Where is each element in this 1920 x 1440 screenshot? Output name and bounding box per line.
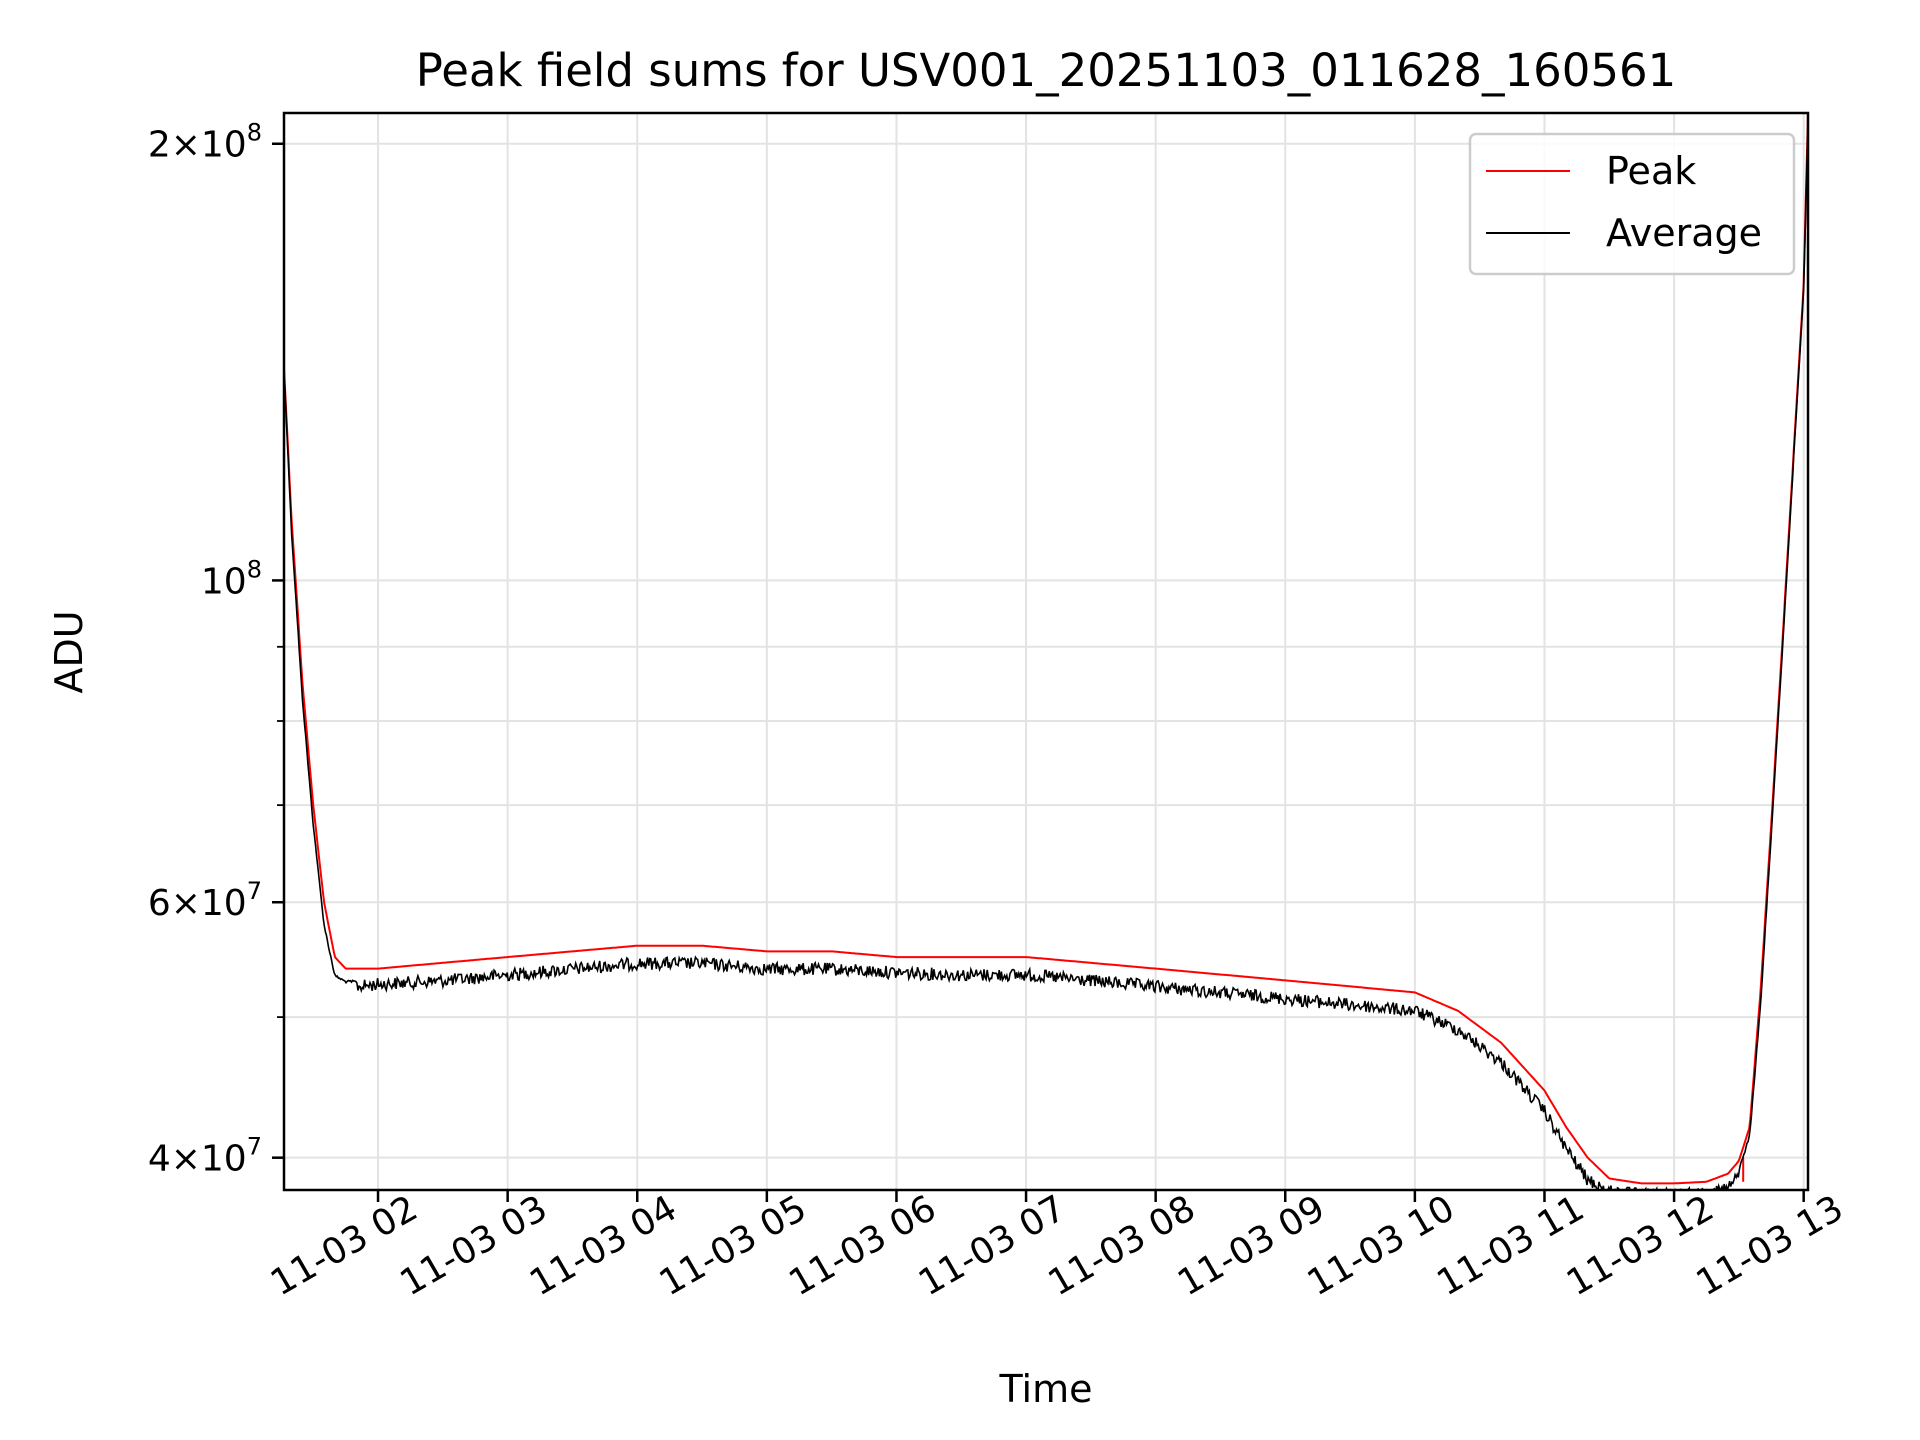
series-line-peak [284,113,1808,1185]
chart-title: Peak field sums for USV001_20251103_0116… [416,44,1677,97]
y-tick-label: 2×108 [148,119,262,166]
y-axis-label: ADU [47,610,91,693]
legend-label-average: Average [1606,211,1762,255]
legend-label-peak: Peak [1606,149,1696,193]
y-tick-label: 108 [201,555,262,602]
y-tick-label: 4×107 [148,1133,262,1180]
y-tick-label: 6×107 [148,877,262,924]
plot-lines [284,113,1808,1190]
series-line-average [284,120,1808,1190]
plot-frame [282,111,1810,1192]
grid [284,113,1808,1190]
legend-box [1468,132,1796,276]
legend: Peak Average [1468,132,1796,276]
x-axis-label: Time [999,1367,1093,1411]
y-axis: 4×107 6×107 108 2×108 [148,119,284,1180]
